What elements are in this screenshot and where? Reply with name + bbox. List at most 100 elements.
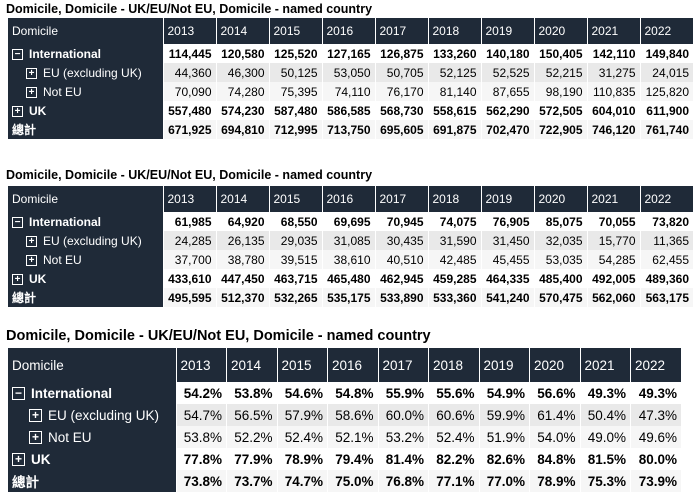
year-header-2014[interactable]: 2014 — [215, 18, 269, 44]
value-cell: 31,275 — [586, 63, 640, 82]
year-header-2015[interactable]: 2015 — [268, 18, 322, 44]
table-row: + Not EU 70,090 74,280 75,395 74,110 76,170 81,… — [8, 82, 693, 101]
year-header-2015[interactable]: 2015 — [268, 186, 322, 212]
expand-toggle-icon[interactable]: + — [12, 273, 23, 285]
expand-toggle-icon[interactable]: + — [26, 86, 37, 98]
year-header-2017[interactable]: 2017 — [374, 18, 428, 44]
expand-toggle-icon[interactable]: + — [26, 254, 37, 266]
value-cell: 533,360 — [427, 288, 481, 307]
header-row: Domicile 2013 2014 2015 2016 2017 2018 2019 2020… — [8, 348, 681, 382]
value-cell: 32,035 — [533, 231, 587, 250]
value-cell: 81.4% — [377, 448, 429, 470]
year-header-2021[interactable]: 2021 — [579, 348, 631, 382]
row-label-cell: 總計 — [8, 288, 163, 307]
value-cell: 56.5% — [226, 404, 277, 426]
row-header-label[interactable]: Domicile — [8, 348, 176, 382]
collapse-toggle-icon[interactable]: − — [12, 387, 25, 401]
year-header-2013[interactable]: 2013 — [162, 18, 216, 44]
expand-toggle-icon[interactable]: + — [12, 105, 23, 117]
expand-toggle-icon[interactable]: + — [26, 235, 37, 247]
year-header-2022[interactable]: 2022 — [639, 18, 693, 44]
row-header-label[interactable]: Domicile — [8, 186, 163, 212]
row-label-cell: + Not EU — [8, 250, 163, 269]
year-header-2013[interactable]: 2013 — [175, 348, 227, 382]
pivot-table: Domicile 2013 2014 2015 2016 2017 2018 2019 2020… — [8, 186, 693, 307]
year-header-2019[interactable]: 2019 — [480, 18, 534, 44]
value-cell: 74.7% — [276, 470, 328, 492]
value-cell: 586,585 — [321, 101, 375, 120]
year-header-2017[interactable]: 2017 — [377, 348, 429, 382]
year-header-2020[interactable]: 2020 — [533, 186, 587, 212]
value-cell: 75.0% — [327, 470, 378, 492]
value-cell: 114,445 — [162, 44, 216, 63]
year-header-2018[interactable]: 2018 — [427, 18, 481, 44]
year-header-2022[interactable]: 2022 — [639, 186, 693, 212]
value-cell: 562,290 — [480, 101, 534, 120]
value-cell: 62,455 — [639, 250, 693, 269]
year-header-2014[interactable]: 2014 — [226, 348, 277, 382]
year-header-2018[interactable]: 2018 — [428, 348, 479, 382]
year-header-2019[interactable]: 2019 — [480, 186, 534, 212]
year-header-2015[interactable]: 2015 — [276, 348, 328, 382]
expand-toggle-icon[interactable]: + — [12, 453, 25, 467]
value-cell: 512,370 — [215, 288, 269, 307]
row-label-cell: + UK — [8, 101, 163, 120]
collapse-toggle-icon[interactable]: − — [12, 216, 23, 228]
year-header-2016[interactable]: 2016 — [327, 348, 378, 382]
value-cell: 57.9% — [276, 404, 328, 426]
value-cell: 671,925 — [162, 120, 216, 139]
row-header-label[interactable]: Domicile — [8, 18, 163, 44]
value-cell: 485,400 — [533, 269, 587, 288]
value-cell: 15,770 — [586, 231, 640, 250]
value-cell: 73.7% — [226, 470, 277, 492]
value-cell: 30,435 — [374, 231, 428, 250]
year-header-2021[interactable]: 2021 — [586, 18, 640, 44]
value-cell: 78.9% — [276, 448, 328, 470]
table-caption: Domicile, Domicile - UK/EU/Not EU, Domic… — [6, 168, 373, 182]
expand-toggle-icon[interactable]: + — [29, 409, 42, 423]
table-row: + UK 77.8% 77.9% 78.9% 79.4% 81.4% 82.2% 82.6% 84… — [8, 448, 681, 470]
value-cell: 51.9% — [478, 426, 530, 448]
table-row: + UK 433,610 447,450 463,715 465,480 462,945 45… — [8, 269, 693, 288]
row-label-cell: − International — [8, 382, 176, 404]
table-row: 總計 671,925 694,810 712,995 713,750 695,605 691… — [8, 120, 693, 139]
value-cell: 54.9% — [478, 382, 530, 404]
table-row: − International 114,445 120,580 125,520 127,1… — [8, 44, 693, 63]
year-header-2019[interactable]: 2019 — [478, 348, 530, 382]
year-header-2014[interactable]: 2014 — [215, 186, 269, 212]
year-header-2021[interactable]: 2021 — [586, 186, 640, 212]
value-cell: 563,175 — [639, 288, 693, 307]
expand-toggle-icon[interactable]: + — [29, 431, 42, 445]
header-row: Domicile 2013 2014 2015 2016 2017 2018 2019 2020… — [8, 186, 693, 212]
value-cell: 55.6% — [428, 382, 479, 404]
year-header-2020[interactable]: 2020 — [533, 18, 587, 44]
year-header-2017[interactable]: 2017 — [374, 186, 428, 212]
year-header-2016[interactable]: 2016 — [321, 186, 375, 212]
value-cell: 49.6% — [630, 426, 681, 448]
value-cell: 11,365 — [639, 231, 693, 250]
value-cell: 572,505 — [533, 101, 587, 120]
row-label: Not EU — [43, 84, 82, 99]
collapse-toggle-icon[interactable]: − — [12, 48, 23, 60]
pivot-table: Domicile 2013 2014 2015 2016 2017 2018 2019 2020… — [8, 348, 681, 492]
value-cell: 70,055 — [586, 212, 640, 231]
value-cell: 74,110 — [321, 82, 375, 101]
value-cell: 746,120 — [586, 120, 640, 139]
year-header-2018[interactable]: 2018 — [427, 186, 481, 212]
table-row: + UK 557,480 574,230 587,480 586,585 568,730 55… — [8, 101, 693, 120]
value-cell: 52.2% — [226, 426, 277, 448]
table-row: + Not EU 37,700 38,780 39,515 38,610 40,510 42,… — [8, 250, 693, 269]
expand-toggle-icon[interactable]: + — [26, 67, 37, 79]
value-cell: 464,335 — [480, 269, 534, 288]
table-row: 總計 73.8% 73.7% 74.7% 75.0% 76.8% 77.1% 77.0% 78.… — [8, 470, 681, 492]
year-header-2013[interactable]: 2013 — [162, 186, 216, 212]
value-cell: 53.8% — [175, 426, 227, 448]
year-header-2022[interactable]: 2022 — [630, 348, 681, 382]
row-label-cell: − International — [8, 44, 163, 63]
year-header-2020[interactable]: 2020 — [529, 348, 580, 382]
value-cell: 570,475 — [533, 288, 587, 307]
row-label-cell: + Not EU — [8, 82, 163, 101]
value-cell: 38,610 — [321, 250, 375, 269]
value-cell: 587,480 — [268, 101, 322, 120]
year-header-2016[interactable]: 2016 — [321, 18, 375, 44]
